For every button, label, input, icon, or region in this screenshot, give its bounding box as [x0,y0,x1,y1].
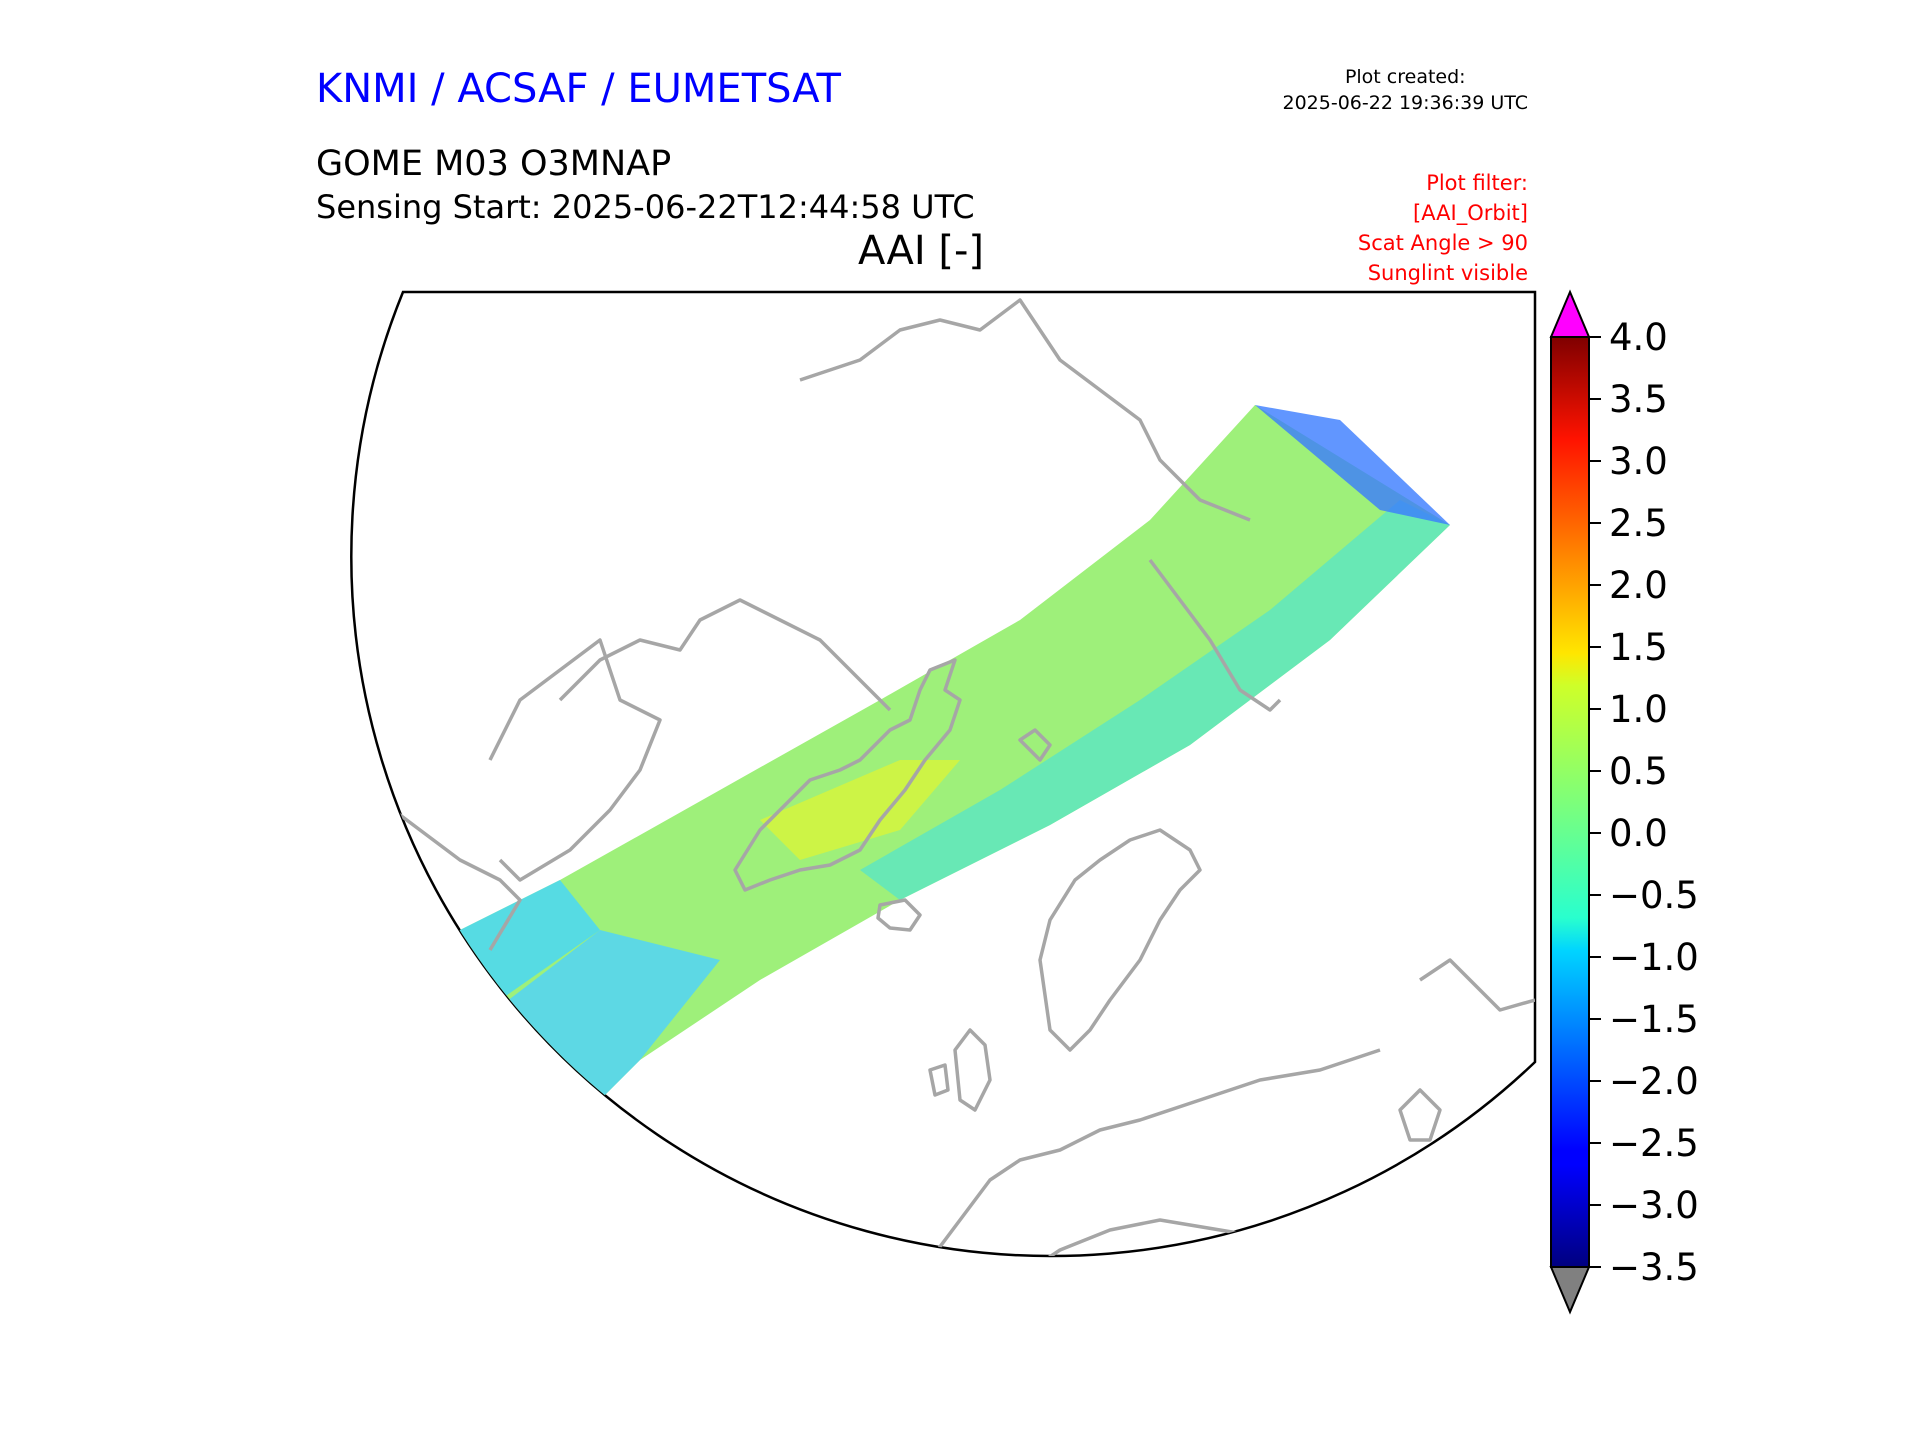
colorbar-tick-label: 2.0 [1609,564,1668,607]
coastline-russia-north [1148,558,1282,712]
plot-filter: Plot filter: [AAI_Orbit] Scat Angle > 90… [1358,168,1528,288]
aerosol-plume-red [505,1070,570,1115]
colorbar: 4.0 3.5 3.0 2.5 2.0 1.5 1.0 0.5 0.0 −0.5 −1.0 −1.5 −… [1549,289,1699,1315]
product-title: GOME M03 O3MNAP [316,144,672,184]
coastline-ireland [928,1063,950,1097]
coastline-greenland [733,658,962,892]
coastline-iceland [876,898,922,932]
filter-line: Scat Angle > 90 [1357,231,1528,255]
coastline-mediterranean [999,1218,1281,1256]
coastline-britain [953,1028,992,1112]
colorbar-tick-label: 1.0 [1609,688,1668,731]
coastlines [351,298,1535,1256]
coastline-hudson-bay [488,638,662,882]
colorbar-tick-label: −2.5 [1609,1122,1699,1165]
colorbar-tick-label: 3.5 [1609,378,1668,421]
swath-upper-blue [1255,405,1450,525]
colorbar-over-arrow [1549,289,1591,338]
colorbar-tick-label: −3.0 [1609,1184,1699,1227]
colorbar-tick-label: 4.0 [1609,316,1668,359]
colorbar-tick-label: 2.5 [1609,502,1668,545]
colorbar-tick-label: 0.0 [1609,812,1668,855]
swath-cyan-band [860,500,1450,900]
filter-line: [AAI_Orbit] [1413,201,1528,225]
colorbar-tick-label: 3.0 [1609,440,1668,483]
coastline-caspian [1398,1088,1442,1142]
agency-title: KNMI / ACSAF / EUMETSAT [316,66,841,112]
sensing-start: Sensing Start: 2025-06-22T12:44:58 UTC [316,188,975,226]
filter-line: Plot filter: [1426,171,1528,195]
map-area [350,290,1537,1258]
created-time: 2025-06-22 19:36:39 UTC [1282,92,1529,114]
variable-title: AAI [-] [858,228,984,274]
colorbar-tick-label: −3.5 [1609,1246,1699,1289]
plot-created-info: Plot created: 2025-06-22 19:36:39 UTC [1283,64,1529,116]
colorbar-gradient [1550,336,1590,1268]
colorbar-tick-label: −0.5 [1609,874,1699,917]
colorbar-tick-label: −2.0 [1609,1060,1699,1103]
coastline-europe [898,1048,1381,1256]
colorbar-tick-label: −1.0 [1609,936,1699,979]
coastline-canada-arctic [558,598,892,712]
colorbar-tick-label: −1.5 [1609,998,1699,1041]
colorbar-tick-label: 0.5 [1609,750,1668,793]
filter-line: Sunglint visible [1367,261,1528,285]
colorbar-ticks: 4.0 3.5 3.0 2.5 2.0 1.5 1.0 0.5 0.0 −0.5 −1.0 −1.5 −… [1589,316,1699,1289]
coastline-siberia [799,298,1251,522]
coastline-scandinavia [1038,828,1202,1052]
created-label: Plot created: [1344,66,1466,88]
coastline-svalbard [1018,728,1052,762]
colorbar-tick-label: 1.5 [1609,626,1668,669]
coastline-eastern [1419,958,1535,1012]
colorbar-under-arrow [1549,1266,1591,1315]
